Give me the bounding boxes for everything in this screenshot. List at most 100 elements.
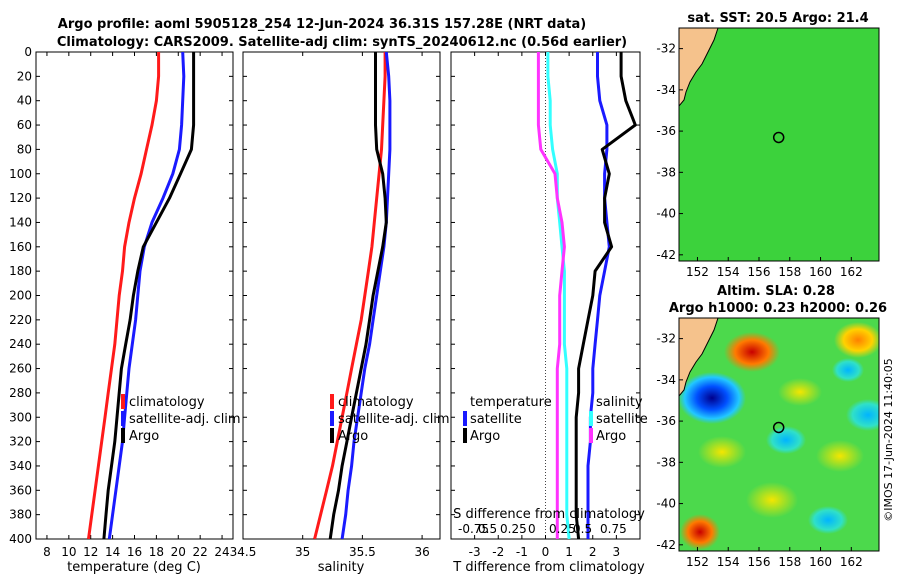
map-x-tick-label: 154	[717, 265, 740, 279]
map-y-tick-label: -38	[656, 455, 676, 469]
map-y-tick-label: -36	[656, 124, 676, 138]
difference-legend-temperature: temperature satellite Argo	[463, 395, 552, 444]
difference-panel: -3 -2 -1 0 1 2 3 T difference from climatology…	[450, 51, 648, 575]
s-difference-ticklabels: -0.750.5 0.25 0 0.250.5 0.75	[458, 522, 627, 536]
argo-location-marker	[772, 421, 785, 434]
x-tick-label: 16	[127, 545, 142, 559]
x-tick-label: 3	[613, 545, 621, 559]
y-tick-label: 100	[9, 167, 32, 181]
imos-credit: ©IMOS 17-Jun-2024 11:40:05	[882, 358, 895, 522]
s-tick-label: 0	[528, 522, 536, 536]
salinity-panel: 34.5 35 35.5 36 salinity climatology satell…	[230, 51, 450, 575]
temperature-x-axis: 8 10 12 14 16 18 20 22 24	[43, 52, 230, 559]
x-tick-label: 1	[565, 545, 573, 559]
series-line-t-argo	[574, 52, 637, 539]
temperature-xlabel: temperature (deg C)	[67, 560, 201, 575]
legend-label-satellite: satellite-adj. clim	[129, 412, 241, 427]
map-y-tick-label: -40	[656, 207, 676, 221]
difference-xlabel: T difference from climatology	[452, 560, 645, 575]
legend-label-s-argo: Argo	[596, 429, 626, 444]
map-y-tick-label: -36	[656, 414, 676, 428]
x-tick-label: -3	[469, 545, 481, 559]
x-tick-label: 22	[193, 545, 208, 559]
legend-swatch-t-satellite	[463, 411, 467, 426]
y-tick-label: 0	[24, 45, 32, 59]
y-tick-label: 220	[9, 313, 32, 327]
x-tick-label: -2	[492, 545, 504, 559]
y-tick-label: 380	[9, 508, 32, 522]
salinity-y-ticks	[243, 51, 440, 540]
x-tick-label: 14	[105, 545, 120, 559]
y-tick-label: 360	[9, 483, 32, 497]
legend-swatch-argo	[330, 428, 334, 443]
legend-label-argo: Argo	[338, 429, 368, 444]
salinity-legend: climatology satellite-adj. clim Argo	[330, 394, 450, 444]
x-tick-label: 34.5	[230, 545, 257, 559]
x-tick-label: 0	[542, 545, 550, 559]
map-y-tick-label: -34	[656, 83, 676, 97]
map-x-tick-label: 154	[717, 555, 740, 569]
sla-map-axes: 152 154 156 158 160 162 -32 -34 -36 -38 -40 -42	[656, 332, 862, 569]
y-tick-label: 60	[17, 118, 32, 132]
x-tick-label: -1	[516, 545, 528, 559]
map-x-tick-label: 158	[778, 555, 801, 569]
series-line-climatology	[87, 52, 161, 539]
x-tick-label: 8	[43, 545, 51, 559]
map-y-tick-label: -38	[656, 165, 676, 179]
s-tick-label: 0.25	[500, 522, 527, 536]
map-x-tick-label: 160	[809, 555, 832, 569]
s-tick-label: 0.5	[478, 522, 497, 536]
difference-legend-salinity: salinity satellite Argo	[589, 395, 648, 444]
y-tick-label: 320	[9, 435, 32, 449]
map-y-tick-label: -34	[656, 373, 676, 387]
legend-label-climatology: climatology	[129, 395, 205, 410]
legend-label-s-satellite: satellite	[596, 412, 648, 427]
y-tick-label: 400	[9, 532, 32, 546]
map-x-tick-label: 156	[748, 555, 771, 569]
map-y-tick-label: -32	[656, 42, 676, 56]
legend-header-salinity: salinity	[596, 395, 643, 410]
series-line-satellite-adj-clim	[340, 52, 392, 539]
map-y-tick-label: -40	[656, 497, 676, 511]
series-line-satellite-adj-clim	[107, 52, 186, 539]
map-x-tick-label: 152	[686, 265, 709, 279]
land-mass	[679, 28, 719, 107]
x-tick-label: 36	[414, 545, 429, 559]
legend-swatch-satellite	[330, 411, 334, 426]
series-line-s-satellite	[546, 52, 571, 539]
x-tick-label: 24	[214, 545, 229, 559]
series-line-s-argo	[536, 52, 566, 539]
y-tick-label: 160	[9, 240, 32, 254]
y-tick-label: 180	[9, 264, 32, 278]
map-x-tick-label: 162	[840, 555, 863, 569]
legend-header-temperature: temperature	[470, 395, 552, 410]
temperature-panel: 0 20 40 60 80 100 120 140 160 180 200 220 240 260 280 3…	[9, 45, 241, 575]
y-tick-label: 20	[17, 69, 32, 83]
s-tick-label: 0.5	[573, 522, 592, 536]
sst-field	[679, 28, 879, 261]
y-tick-label: 300	[9, 410, 32, 424]
legend-label-t-argo: Argo	[470, 429, 500, 444]
s-difference-label: S difference from climatology	[453, 507, 645, 522]
legend-swatch-satellite	[121, 411, 125, 426]
sst-map-title: sat. SST: 20.5 Argo: 21.4	[687, 11, 868, 26]
s-tick-label: -0.75	[458, 522, 489, 536]
map-y-tick-label: -42	[656, 248, 676, 262]
x-tick-label: 2	[589, 545, 597, 559]
map-x-tick-label: 160	[809, 265, 832, 279]
sla-map-title-line2: Argo h1000: 0.23 h2000: 0.26	[669, 301, 887, 316]
series-line-argo	[102, 52, 196, 539]
salinity-xlabel: salinity	[318, 560, 365, 575]
legend-label-argo: Argo	[129, 429, 159, 444]
legend-label-climatology: climatology	[338, 395, 414, 410]
y-tick-label: 140	[9, 215, 32, 229]
x-tick-label: 35.5	[349, 545, 376, 559]
x-tick-label: 35	[295, 545, 310, 559]
legend-label-t-satellite: satellite	[470, 412, 522, 427]
sst-map-axes: 152 154 156 158 160 162 -32 -34 -36 -38 -40 -42	[656, 42, 862, 279]
chart-title-line2: Climatology: CARS2009. Satellite-adj cli…	[57, 35, 627, 50]
x-tick-label: 12	[83, 545, 98, 559]
y-tick-label: 280	[9, 386, 32, 400]
sla-map: Altim. SLA: 0.28 Argo h1000: 0.23 h2000:…	[656, 284, 887, 569]
series-line-argo	[328, 52, 388, 539]
